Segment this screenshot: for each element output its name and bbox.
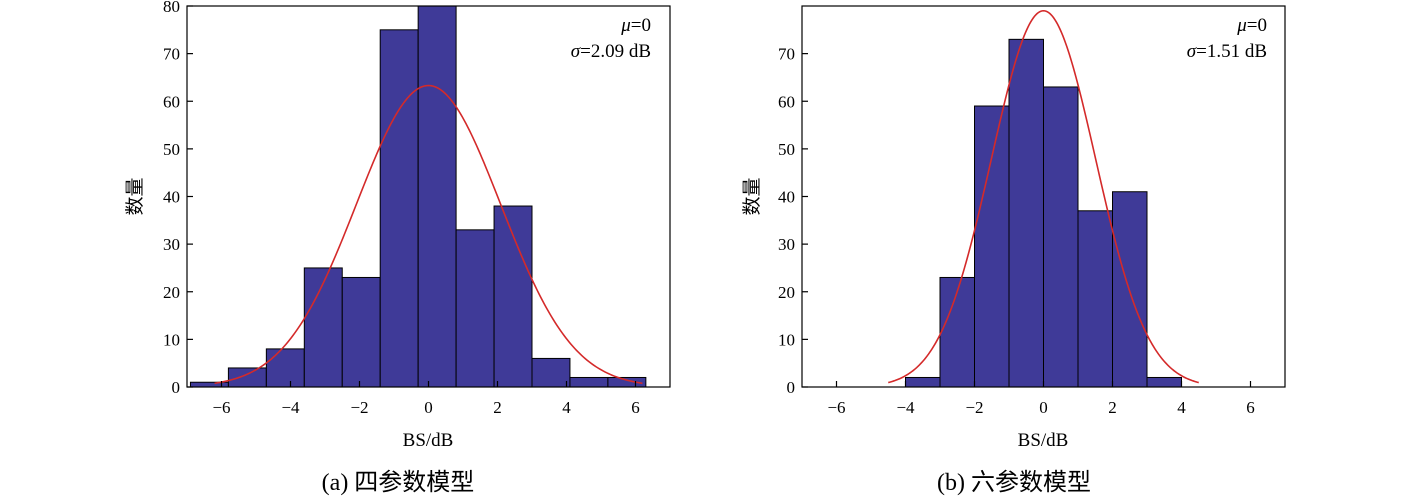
histogram-bar-a-1 — [227, 367, 267, 388]
x-tick-label-a: 4 — [562, 398, 571, 417]
histogram-bar-b-4 — [1043, 86, 1079, 388]
sigma-annotation-b: σ=1.51 dB — [1187, 41, 1267, 62]
y-tick-label-a: 30 — [163, 235, 180, 254]
y-tick-label-a: 70 — [163, 45, 180, 64]
normal-fit-curve-b — [888, 9, 1199, 384]
y-tick-label-b: 0 — [787, 378, 796, 397]
caption-a: (a) 四参数模型 — [322, 469, 475, 496]
y-tick-label-b: 10 — [778, 330, 795, 349]
normal-fit-curve-a — [214, 84, 643, 385]
x-axis-ticks-b: −6 −4 −2 0 2 4 6 — [827, 381, 1255, 417]
y-axis-label-b: 数量 — [741, 177, 763, 215]
y-tick-label-b: 60 — [778, 92, 795, 111]
x-tick-label-b: 0 — [1039, 398, 1048, 417]
histogram-bar-a-5 — [379, 29, 419, 388]
histogram-bar-a-8 — [493, 205, 533, 388]
x-tick-label-a: −4 — [281, 398, 300, 417]
y-tick-label-a: 60 — [163, 92, 180, 111]
histogram-bar-b-0 — [905, 376, 941, 388]
mu-value-a: =0 — [631, 15, 651, 36]
y-axis-label-a: 数量 — [124, 177, 146, 215]
mu-annotation-b: μ=0 — [1236, 15, 1267, 36]
y-tick-label-a: 50 — [163, 140, 180, 159]
x-tick-label-b: 2 — [1108, 398, 1117, 417]
y-tick-label-a: 20 — [163, 283, 180, 302]
y-tick-label-b: 40 — [778, 188, 795, 207]
y-tick-label-a: 0 — [172, 378, 181, 397]
y-tick-label-b: 70 — [778, 45, 795, 64]
histogram-panel-a: −6 −4 −2 0 2 4 6 0 10 20 30 40 50 60 70 80 BS/dB 数量 μ=… — [124, 0, 671, 496]
x-axis-label-b: BS/dB — [1018, 430, 1069, 451]
x-tick-label-b: 6 — [1246, 398, 1255, 417]
y-axis-ticks-b: 0 10 20 30 40 50 60 70 — [778, 45, 808, 397]
y-tick-label-b: 30 — [778, 235, 795, 254]
mu-annotation-a: μ=0 — [620, 15, 651, 36]
x-tick-label-b: 4 — [1177, 398, 1186, 417]
x-tick-label-a: 6 — [631, 398, 640, 417]
x-axis-label-a: BS/dB — [403, 430, 454, 451]
bars-group-a — [189, 5, 647, 388]
histogram-bar-a-9 — [531, 357, 571, 388]
histogram-bar-b-2 — [974, 105, 1010, 388]
histogram-bar-a-0 — [189, 381, 229, 388]
sigma-annotation-a: σ=2.09 dB — [571, 41, 651, 62]
y-tick-label-b: 50 — [778, 140, 795, 159]
histogram-bar-a-4 — [341, 276, 381, 388]
histogram-bar-b-5 — [1077, 210, 1113, 388]
sigma-value-b: =1.51 dB — [1196, 41, 1267, 62]
y-tick-label-a: 80 — [163, 0, 180, 16]
x-tick-label-b: −4 — [896, 398, 915, 417]
histogram-bar-a-7 — [455, 229, 495, 388]
caption-b: (b) 六参数模型 — [937, 469, 1091, 496]
histogram-bar-a-10 — [569, 376, 609, 388]
x-tick-label-a: 2 — [493, 398, 502, 417]
x-tick-label-a: −6 — [212, 398, 230, 417]
y-tick-label-a: 10 — [163, 330, 180, 349]
histogram-bar-b-3 — [1008, 38, 1044, 388]
x-tick-label-b: −6 — [827, 398, 845, 417]
histogram-bar-a-6 — [417, 5, 457, 388]
bars-group-b — [905, 38, 1182, 388]
y-axis-ticks-a: 0 10 20 30 40 50 60 70 80 — [163, 0, 193, 397]
x-tick-label-b: −2 — [965, 398, 983, 417]
x-tick-label-a: 0 — [424, 398, 433, 417]
histogram-bar-a-3 — [303, 267, 343, 388]
x-axis-ticks-a: −6 −4 −2 0 2 4 6 — [212, 381, 640, 417]
y-tick-label-b: 20 — [778, 283, 795, 302]
sigma-value-a: =2.09 dB — [580, 41, 651, 62]
histogram-bar-a-2 — [265, 348, 305, 388]
histogram-bar-b-7 — [1146, 376, 1182, 388]
y-tick-label-a: 40 — [163, 188, 180, 207]
mu-value-b: =0 — [1247, 15, 1267, 36]
x-tick-label-a: −2 — [350, 398, 368, 417]
